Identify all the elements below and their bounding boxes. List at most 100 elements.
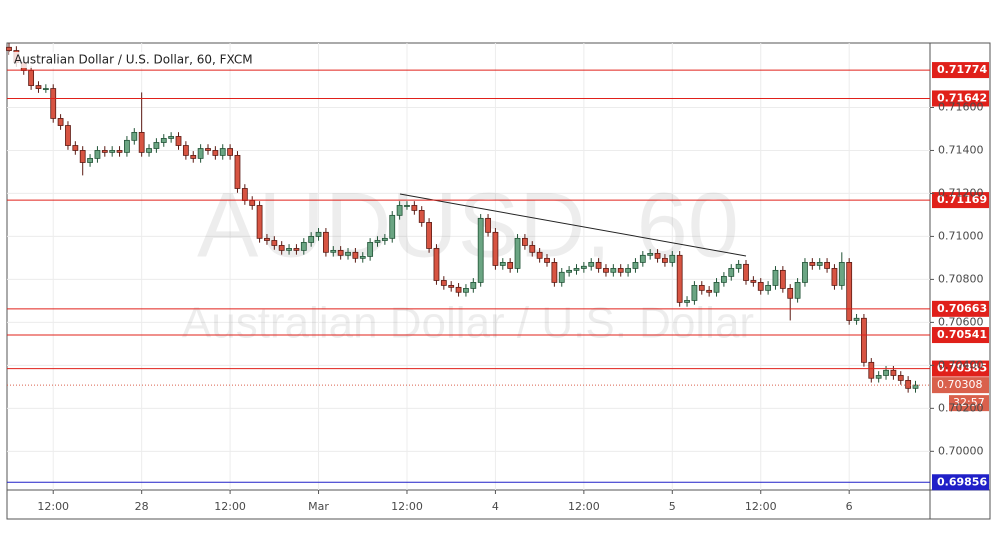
candle-body [735,263,742,269]
candle-body [404,205,410,207]
candle-body [315,231,322,237]
candle-body [573,268,580,271]
candle-body [35,85,42,89]
level-label: 0.70385 [937,362,987,375]
level-label: 0.69856 [937,475,987,488]
level-label-bg [932,62,989,79]
y-tick-label: 0.71000 [938,229,984,242]
candle-body [772,269,779,286]
candle-body [698,285,705,291]
candle-body [109,150,116,153]
level-label-bg [932,192,989,209]
candle-body [160,138,167,143]
y-tick-label: 0.70200 [938,401,984,414]
y-tick-label: 0.70800 [938,272,984,285]
candle-body [286,248,292,251]
candle-body [50,88,57,119]
candle-body [190,154,197,159]
candle-body [551,262,558,283]
candle-body [389,214,396,239]
x-tick-label: 12:00 [568,500,600,513]
candle-body [757,282,764,291]
candle-body [654,252,661,259]
candle-body [765,285,772,291]
chart-title: Australian Dollar / U.S. Dollar, 60, FXC… [14,53,253,67]
candle-body [647,252,654,256]
countdown-bg [949,395,989,412]
x-tick-label: 12:00 [391,500,423,513]
candle-body [625,268,631,273]
x-tick-label: 28 [135,500,149,513]
candle-body [838,262,845,286]
candle-body [330,249,337,253]
candle-body [890,369,897,376]
candle-body [116,150,123,153]
candle-body [463,288,469,293]
candle-body [477,217,484,283]
x-tick-label: 12:00 [745,500,777,513]
candle-body [809,262,816,266]
x-tick-label: 12:00 [214,500,246,513]
candle-body [182,145,189,156]
candle-body [87,158,93,163]
candle-body [197,148,204,159]
candle-body [529,245,536,253]
level-label: 0.70663 [937,302,987,315]
candle-body [146,148,152,153]
candle-body [897,375,904,381]
candle-body [544,257,550,263]
candle-body [536,251,543,259]
candle-body [507,262,514,269]
candle-body [728,268,735,277]
y-tick-label: 0.70400 [938,358,984,371]
candle-body [65,125,71,146]
candle-body [219,148,226,156]
candle-body [824,262,830,269]
candle-body [234,154,241,189]
candle-body [72,145,79,151]
candle-body [308,236,315,243]
watermark: AUDUSD, 60 [197,174,739,276]
candle-body [264,237,270,241]
level-label: 0.70541 [937,328,987,341]
candle-body [883,369,889,376]
y-tick-label: 0.70600 [938,315,984,328]
candle-body [595,262,602,269]
level-label: 0.71774 [937,63,987,76]
candle-body [632,262,639,269]
current-price-label: 0.70308 [937,378,983,391]
candle-body [669,254,676,263]
candle-body [787,288,794,299]
candle-body [875,375,882,379]
candle-body [94,150,101,159]
candle-body [912,384,919,389]
candle-body [691,285,698,301]
candle-body [124,139,130,153]
candle-body [580,265,587,269]
candle-body [345,251,351,256]
chart-frame [6,42,991,520]
candle-body [418,210,425,223]
y-tick-label: 0.71600 [938,100,984,113]
level-label-bg [932,300,989,317]
level-label: 0.71169 [937,193,987,206]
candle-body [846,262,853,321]
trend-line [399,193,747,257]
candle-body [131,131,138,141]
candle-body [28,70,35,86]
watermark-subtitle: Australian Dollar / U.S. Dollar [182,299,754,348]
candle-body [588,262,595,267]
candle-body [720,275,727,283]
candle-body [278,245,285,251]
candle-body [6,46,12,51]
candle-body [905,379,912,389]
candle-body [566,269,573,273]
candle-body [212,150,219,156]
candle-body [293,248,300,251]
x-tick-label: Mar [308,500,329,513]
candle-body [470,282,477,289]
level-label: 0.71642 [937,91,987,104]
candle-body [168,136,175,139]
x-tick-label: 6 [846,500,853,513]
